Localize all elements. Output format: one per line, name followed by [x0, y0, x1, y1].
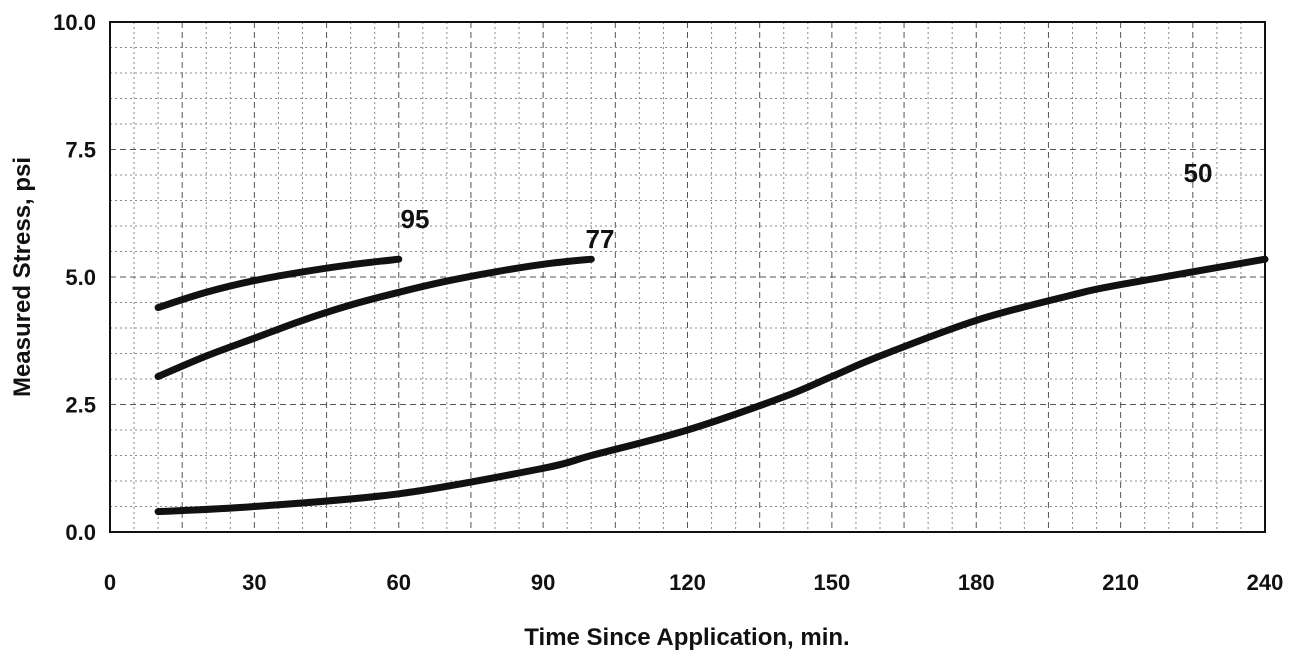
x-tick-label: 30 [242, 570, 266, 595]
series-line-50 [154, 255, 1269, 516]
x-tick-label: 90 [531, 570, 555, 595]
x-tick-label: 180 [958, 570, 995, 595]
series-line-95 [154, 255, 403, 312]
y-tick-label: 2.5 [65, 393, 96, 418]
y-axis-title: Measured Stress, psi [9, 157, 36, 397]
series-label-50: 50 [1184, 158, 1213, 188]
plot-frame [109, 21, 1266, 533]
x-tick-label: 120 [669, 570, 706, 595]
x-tick-label: 210 [1102, 570, 1139, 595]
tick-labels: 0 30 60 90 120 150 180 210 240 0.0 2.5 5.0 7.5 10.0 [53, 10, 1283, 595]
series-label-95: 95 [401, 204, 430, 234]
x-axis-title: Time Since Application, min. [524, 624, 849, 651]
series-lines [154, 255, 1269, 516]
x-tick-label: 0 [104, 570, 116, 595]
x-tick-label: 60 [387, 570, 411, 595]
y-tick-label: 7.5 [65, 138, 96, 163]
series-labels: 95 77 50 [401, 158, 1213, 254]
x-tick-label: 240 [1247, 570, 1284, 595]
x-tick-label: 150 [814, 570, 851, 595]
y-tick-label: 10.0 [53, 10, 96, 35]
series-label-77: 77 [586, 224, 615, 254]
y-tick-label: 0.0 [65, 520, 96, 545]
y-tick-label: 5.0 [65, 265, 96, 290]
series-line-77 [154, 255, 595, 380]
